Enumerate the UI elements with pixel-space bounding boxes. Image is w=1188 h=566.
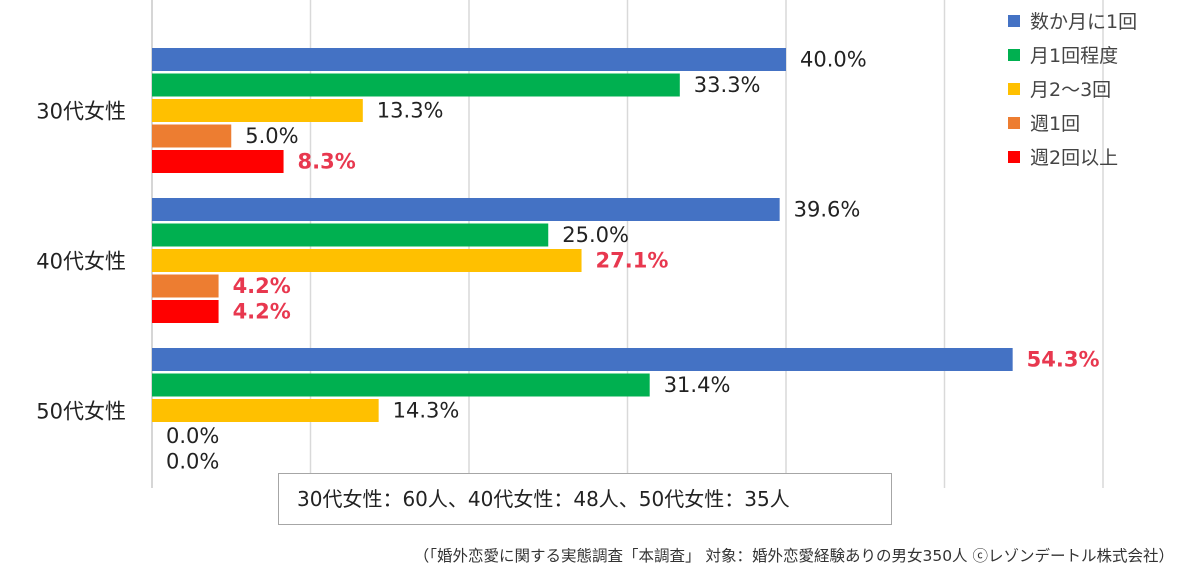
- value-label-3-5: 0.0%: [166, 450, 219, 474]
- bar-2-1: [152, 198, 780, 221]
- legend-label-1: 数か月に1回: [1030, 11, 1137, 33]
- legend-label-4: 週1回: [1030, 113, 1080, 135]
- category-label-1: 30代女性: [36, 100, 126, 124]
- bar-2-5: [152, 300, 219, 323]
- bar-3-2: [152, 373, 650, 397]
- bar-1-4: [152, 124, 232, 148]
- value-label-2-1: 39.6%: [794, 198, 861, 222]
- bar-2-4: [152, 274, 219, 298]
- bar-1-3: [152, 99, 363, 122]
- bar-1-2: [152, 73, 680, 97]
- value-label-3-2: 31.4%: [664, 373, 731, 397]
- value-label-2-5: 4.2%: [233, 300, 291, 324]
- bar-1-5: [152, 150, 284, 173]
- category-label-2: 40代女性: [36, 250, 126, 274]
- value-label-1-2: 33.3%: [694, 73, 761, 97]
- value-label-3-4: 0.0%: [166, 424, 219, 448]
- bar-2-3: [152, 249, 582, 272]
- legend-swatch-5: [1008, 151, 1020, 163]
- legend-swatch-3: [1008, 83, 1020, 95]
- bars: [152, 48, 1013, 422]
- value-label-2-2: 25.0%: [562, 223, 629, 247]
- value-label-1-3: 13.3%: [377, 99, 444, 123]
- bar-2-2: [152, 223, 549, 247]
- category-label-3: 50代女性: [36, 400, 126, 424]
- source-caption: （「婚外恋愛に関する実態調査「本調査」 対象：婚外恋愛経験ありの男女350人 ⓒ…: [413, 547, 1174, 565]
- bar-3-3: [152, 399, 379, 422]
- bar-3-1: [152, 348, 1013, 371]
- sample-size-note: 30代女性：60人、40代女性：48人、50代女性：35人: [278, 473, 892, 525]
- legend-swatch-4: [1008, 117, 1020, 129]
- value-label-2-4: 4.2%: [233, 274, 291, 298]
- legend-swatch-2: [1008, 49, 1020, 61]
- legend-label-5: 週2回以上: [1030, 147, 1118, 169]
- legend-label-2: 月1回程度: [1030, 45, 1118, 67]
- bar-1-1: [152, 48, 786, 71]
- value-label-3-3: 14.3%: [393, 399, 460, 423]
- value-label-1-5: 8.3%: [298, 150, 356, 174]
- legend-swatch-1: [1008, 15, 1020, 27]
- category-labels: 30代女性 40代女性 50代女性: [36, 100, 126, 424]
- value-label-3-1: 54.3%: [1027, 348, 1100, 372]
- value-labels: 40.0% 33.3% 13.3% 5.0%8.3% 39.6% 25.0%27.1% 4.…: [166, 48, 1100, 474]
- legend-label-3: 月2～3回: [1030, 79, 1111, 101]
- value-label-1-1: 40.0%: [800, 48, 867, 72]
- value-label-2-3: 27.1%: [596, 249, 669, 273]
- value-label-1-4: 5.0%: [245, 124, 298, 148]
